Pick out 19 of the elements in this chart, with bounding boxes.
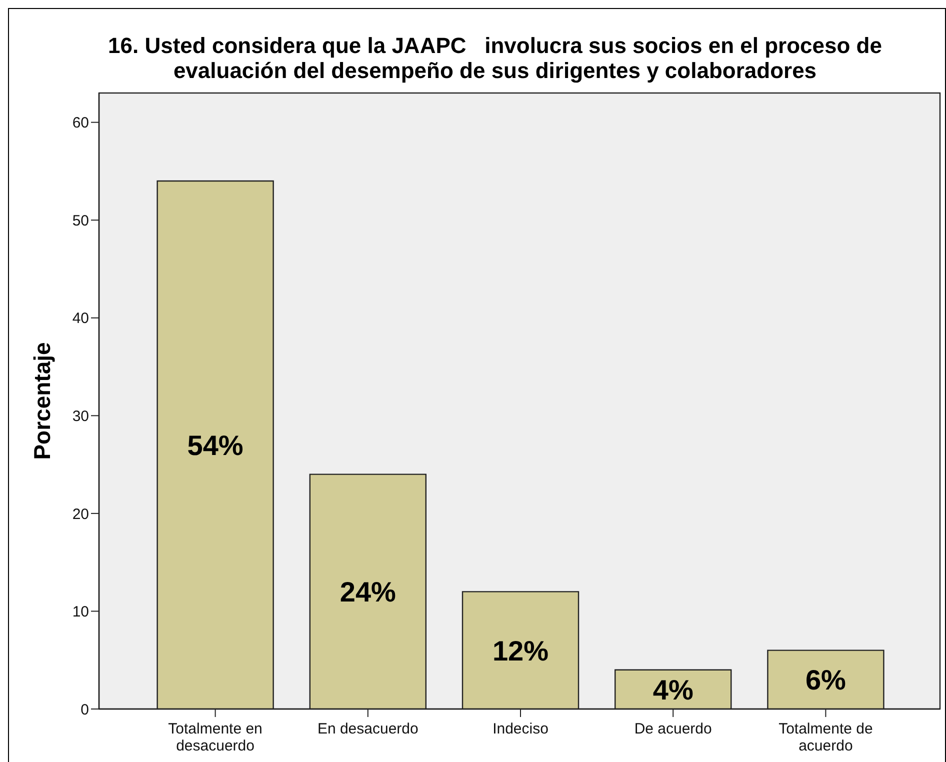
x-tick-label: Totalmente en desacuerdo — [168, 720, 262, 755]
y-tick-label: 0 — [80, 701, 89, 718]
y-tick-label: 60 — [72, 114, 89, 132]
data-label: 12% — [492, 635, 549, 666]
data-label: 54% — [187, 430, 244, 461]
chart-title: 16. Usted considera que la JAAPC involucra sus socios en el proceso de evaluación del desempeño de sus dirigentes y colaboradores — [107, 33, 883, 83]
y-axis-title: Porcentaje — [29, 342, 55, 460]
y-tick-label: 50 — [72, 212, 89, 230]
x-tick-label: Totalmente de acuerdo — [778, 720, 873, 755]
x-tick-label: De acuerdo — [634, 720, 712, 738]
x-tick-label: Indeciso — [492, 720, 548, 738]
x-tick-label: En desacuerdo — [317, 720, 418, 738]
data-label: 24% — [340, 576, 396, 608]
data-label: 4% — [652, 674, 694, 706]
y-tick-label: 20 — [72, 506, 89, 523]
y-tick-label: 30 — [72, 408, 89, 425]
y-tick-label: 10 — [72, 604, 89, 621]
y-tick-label: 40 — [72, 310, 89, 328]
data-label: 6% — [805, 664, 846, 696]
